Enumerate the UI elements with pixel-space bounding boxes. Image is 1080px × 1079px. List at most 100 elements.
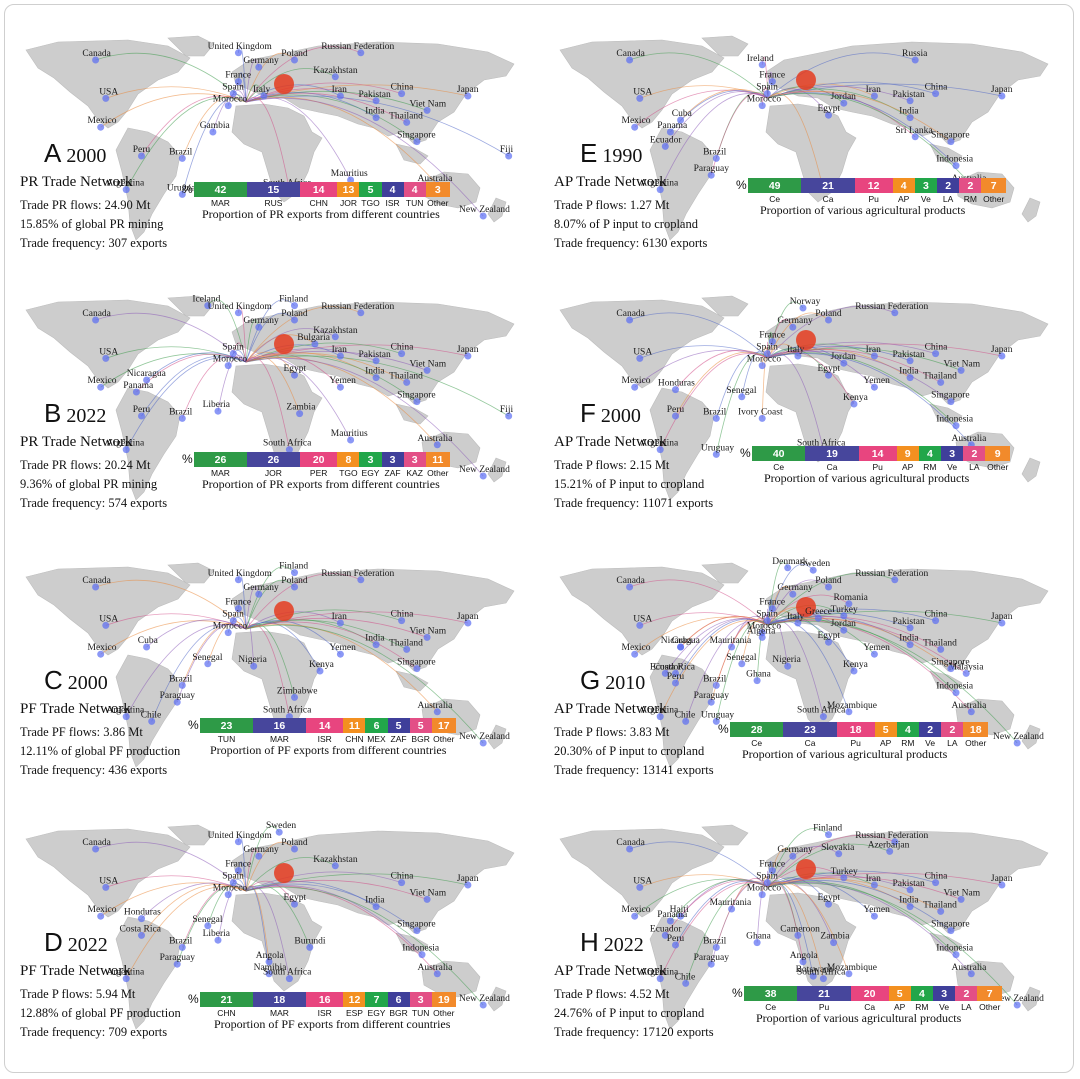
country-node (92, 845, 100, 853)
country-label: Iran (866, 345, 882, 355)
trade-flow (238, 72, 247, 103)
country-node (138, 412, 145, 420)
country-label: Finland (279, 295, 308, 305)
country-node (311, 340, 319, 348)
segment-label: JOR (264, 468, 282, 478)
country-label: Nigeria (772, 655, 801, 665)
country-node (728, 643, 736, 651)
panel-year: 2000 (595, 405, 641, 427)
network-stat: Trade frequency: 709 exports (20, 1025, 168, 1039)
bar-caption: Proportion of various agricultural produ… (760, 203, 966, 217)
trade-flow (245, 873, 468, 892)
landmass (765, 41, 1049, 145)
country-label: Mexico (88, 376, 117, 386)
segment-label: BGR (389, 1008, 408, 1018)
segment-label: ISR (317, 734, 332, 744)
country-node (285, 975, 293, 983)
heat-hotspot (274, 334, 294, 354)
bar-caption: Proportion of PF exports from different … (210, 743, 447, 757)
country-node (464, 92, 472, 100)
landmass (649, 387, 715, 501)
country-label: Senegal (726, 386, 756, 396)
country-label: India (899, 896, 919, 906)
panel-year: 2022 (61, 405, 107, 427)
country-label: Japan (991, 85, 1013, 95)
country-node (102, 621, 110, 629)
country-node (707, 960, 715, 968)
country-node (768, 867, 776, 875)
country-node (505, 412, 513, 420)
country-node (906, 624, 914, 632)
proportion-bar: % 26 26 20 8 3 3 3 11 MAR JOR PER TGO EGY ZAF KAZ Other P… (182, 452, 452, 491)
landmass (231, 892, 323, 992)
country-label: New Zealand (459, 465, 510, 475)
country-node (92, 583, 100, 591)
country-node (275, 828, 283, 836)
landmass (115, 916, 181, 1030)
segment-label: MAR (269, 734, 289, 744)
country-label: Poland (281, 49, 308, 59)
trade-flow (238, 46, 247, 103)
country-node (870, 912, 878, 920)
country-label: Nicaragua (127, 369, 167, 379)
percent-symbol: % (188, 992, 199, 1006)
trade-flow (767, 81, 936, 99)
country-label: Germany (243, 316, 279, 326)
country-label: Spain (756, 83, 778, 93)
trade-flow (217, 355, 247, 412)
country-label: Brazil (703, 147, 727, 157)
country-label: Thailand (389, 638, 423, 648)
country-node (372, 357, 380, 365)
bar-segment: 7 (981, 178, 1006, 193)
country-node (656, 713, 664, 721)
trade-flow (245, 579, 295, 630)
country-label: Singapore (931, 391, 970, 401)
panel-id: E (580, 138, 598, 168)
bar-segment: 6 (365, 718, 388, 733)
country-label: Poland (815, 576, 842, 586)
country-node (122, 713, 130, 721)
country-node (784, 564, 792, 572)
segment-label: Other (433, 1008, 455, 1018)
percent-symbol: % (732, 986, 743, 1000)
bar-segment: 4 (892, 178, 915, 193)
segment-label: RM (923, 462, 937, 472)
landmass (115, 654, 181, 768)
country-node (932, 350, 940, 358)
country-label: Mexico (622, 905, 651, 915)
country-node (214, 407, 222, 415)
trade-flow (238, 835, 247, 892)
trade-flow (767, 305, 895, 359)
bar-segment: 4 (896, 722, 920, 737)
country-label: Yemen (329, 376, 356, 386)
country-label: China (925, 872, 948, 882)
bar-segment: 9 (896, 446, 919, 461)
trade-flow (767, 881, 804, 962)
country-node (479, 212, 487, 220)
country-label: South Africa (263, 967, 312, 978)
country-node (825, 583, 832, 591)
country-label: Germany (777, 583, 813, 593)
country-node (347, 436, 355, 444)
country-label: Angola (256, 951, 285, 961)
country-label: New Zealand (459, 994, 510, 1004)
country-label: Jordan (831, 352, 857, 362)
country-node (423, 106, 431, 114)
country-node (906, 886, 914, 894)
panel-a: Canada United Kingdom Russian Federation Po… (14, 28, 544, 290)
country-node (840, 612, 848, 620)
country-node (799, 958, 807, 966)
country-node (947, 398, 955, 406)
trade-flow (245, 573, 361, 630)
country-node (763, 879, 771, 887)
trade-flow (227, 617, 247, 633)
country-node (413, 927, 421, 935)
country-node (870, 881, 878, 889)
country-node (143, 643, 151, 651)
trade-flow (245, 621, 418, 669)
segment-label: Ca (822, 194, 834, 204)
country-label: Mexico (622, 376, 651, 386)
landmass (25, 39, 191, 129)
country-label: France (759, 598, 785, 608)
country-label: Germany (777, 316, 813, 326)
